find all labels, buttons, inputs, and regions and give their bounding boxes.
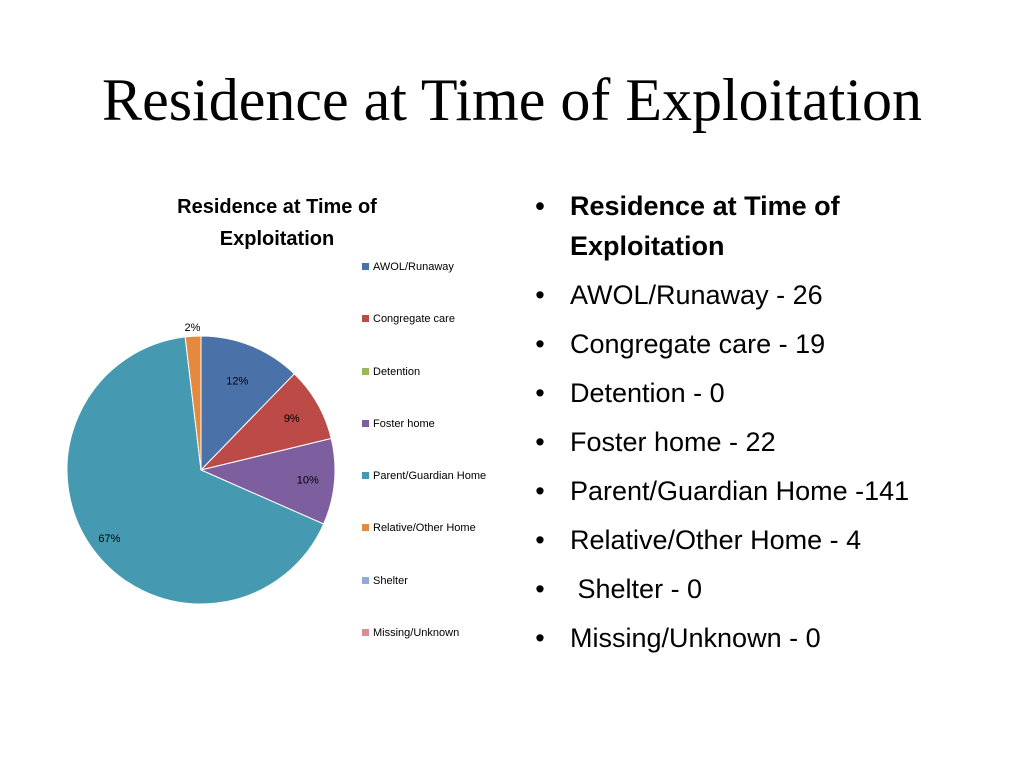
bullet-text: Missing/Unknown - 0 bbox=[570, 623, 821, 653]
legend-label: Foster home bbox=[373, 417, 435, 430]
bullet-dot-icon: • bbox=[535, 329, 545, 359]
legend-label: Congregate care bbox=[373, 313, 455, 326]
bullet-item: • Relative/Other Home - 4 bbox=[530, 522, 1000, 558]
bullet-text: Shelter - 0 bbox=[570, 574, 703, 604]
bullet-heading: • Residence at Time of Exploitation bbox=[530, 186, 1000, 266]
legend-swatch bbox=[362, 367, 369, 375]
pie-data-label: 12% bbox=[226, 376, 248, 388]
legend-label: Shelter bbox=[373, 574, 408, 587]
pie-data-label: 10% bbox=[297, 475, 319, 487]
bullet-text: Parent/Guardian Home -141 bbox=[570, 476, 910, 506]
bullet-item: • Foster home - 22 bbox=[530, 424, 1000, 460]
legend-item: Missing/Unknown bbox=[362, 626, 512, 678]
legend-item: Foster home bbox=[362, 417, 512, 469]
bullet-text: Congregate care - 19 bbox=[570, 329, 826, 359]
pie-slice-parent-guardian-home bbox=[66, 336, 325, 605]
legend-item: AWOL/Runaway bbox=[362, 260, 512, 312]
bullet-item: • AWOL/Runaway - 26 bbox=[530, 277, 1000, 313]
bullet-text: Relative/Other Home - 4 bbox=[570, 525, 862, 555]
legend-swatch bbox=[362, 419, 369, 427]
pie-data-label: 9% bbox=[284, 413, 300, 425]
pie-slice-awol-runaway bbox=[200, 335, 296, 472]
pie-data-label: 2% bbox=[185, 322, 201, 334]
bullet-dot-icon: • bbox=[535, 623, 545, 653]
legend-swatch bbox=[362, 263, 369, 270]
pie-chart-svg: 12% 9% 10% 67% 2% bbox=[66, 322, 336, 605]
bullet-dot-icon: • bbox=[535, 427, 545, 457]
legend-item: Congregate care bbox=[362, 312, 512, 364]
legend-swatch bbox=[362, 576, 369, 584]
bullet-list: • Residence at Time of Exploitation • AWOL/… bbox=[530, 186, 1000, 669]
bullet-text: Residence at Time of Exploitation bbox=[570, 191, 848, 261]
bullet-dot-icon: • bbox=[535, 525, 545, 555]
legend-swatch bbox=[362, 629, 369, 637]
legend-swatch bbox=[362, 524, 369, 532]
bullet-item: • Shelter - 0 bbox=[530, 571, 1000, 607]
chart-title: Residence at Time of Exploitation bbox=[177, 196, 377, 250]
legend-item: Detention bbox=[362, 365, 512, 417]
bullet-item: • Detention - 0 bbox=[530, 375, 1000, 411]
bullet-text: AWOL/Runaway - 26 bbox=[570, 280, 823, 310]
slide-title: Residence at Time of Exploitation bbox=[102, 67, 922, 133]
bullet-dot-icon: • bbox=[535, 476, 545, 506]
pie-chart: 12% 9% 10% 67% 2% Residence at Time of Explo… bbox=[40, 185, 510, 655]
legend-item: Relative/Other Home bbox=[362, 521, 512, 573]
bullet-text: Foster home - 22 bbox=[570, 427, 776, 457]
pie-slice-relative-other-home bbox=[184, 335, 202, 471]
bullet-dot-icon: • bbox=[535, 574, 545, 604]
legend-item: Parent/Guardian Home bbox=[362, 469, 512, 521]
pie-data-label: 67% bbox=[98, 533, 120, 545]
bullet-text: Detention - 0 bbox=[570, 378, 725, 408]
chart-legend: AWOL/Runaway Congregate care Detention Fost… bbox=[362, 260, 512, 678]
bullet-dot-icon: • bbox=[535, 378, 545, 408]
bullet-item: • Missing/Unknown - 0 bbox=[530, 620, 1000, 656]
legend-label: Parent/Guardian Home bbox=[373, 470, 487, 483]
legend-label: AWOL/Runaway bbox=[373, 261, 454, 273]
bullet-item: • Parent/Guardian Home -141 bbox=[530, 473, 1000, 509]
legend-label: Missing/Unknown bbox=[373, 627, 460, 640]
legend-swatch bbox=[362, 315, 369, 323]
legend-swatch bbox=[362, 472, 369, 480]
bullet-dot-icon: • bbox=[535, 191, 545, 221]
bullet-item: • Congregate care - 19 bbox=[530, 326, 1000, 362]
bullet-dot-icon: • bbox=[535, 280, 545, 310]
legend-item: Shelter bbox=[362, 574, 512, 626]
legend-label: Relative/Other Home bbox=[373, 522, 476, 535]
legend-label: Detention bbox=[373, 365, 421, 378]
pie-slice-foster-home bbox=[199, 437, 336, 525]
